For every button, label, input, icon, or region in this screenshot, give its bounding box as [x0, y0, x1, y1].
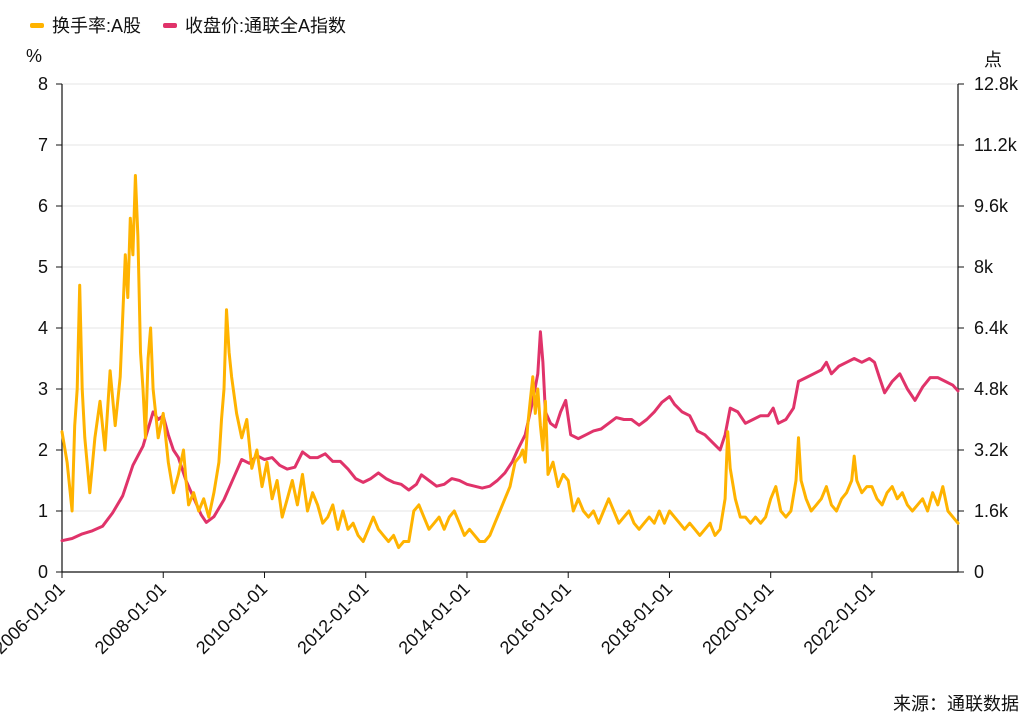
right-axis-tick-label: 3.2k	[974, 440, 1009, 460]
chart-legend: 换手率:A股 收盘价:通联全A指数	[30, 12, 346, 38]
x-axis-tick-label: 2006-01-01	[0, 579, 69, 658]
right-axis-tick-label: 4.8k	[974, 379, 1009, 399]
left-axis-tick-label: 7	[38, 135, 48, 155]
right-axis-tick-label: 12.8k	[974, 74, 1019, 94]
right-axis-tick-label: 11.2k	[974, 135, 1018, 155]
right-axis-tick-label: 0	[974, 562, 984, 582]
left-axis-tick-label: 0	[38, 562, 48, 582]
x-axis-tick-label: 2016-01-01	[496, 579, 575, 658]
right-axis-tick-label: 6.4k	[974, 318, 1009, 338]
left-axis-tick-label: 5	[38, 257, 48, 277]
left-axis-tick-label: 4	[38, 318, 48, 338]
axes	[56, 83, 964, 578]
x-axis-tick-label: 2020-01-01	[698, 579, 777, 658]
legend-swatch-turnover	[30, 22, 44, 28]
left-axis-tick-label: 2	[38, 440, 48, 460]
right-axis-tick-label: 9.6k	[974, 196, 1009, 216]
x-axis-tick-label: 2022-01-01	[800, 579, 879, 658]
series-lines	[60, 174, 960, 550]
legend-label-close-price: 收盘价:通联全A指数	[185, 16, 347, 36]
x-axis-tick-label: 2012-01-01	[293, 579, 372, 658]
series-line-turnover	[60, 174, 960, 550]
legend-item-close-price[interactable]: 收盘价:通联全A指数	[163, 12, 346, 38]
right-axis-tick-label: 8k	[974, 257, 994, 277]
x-axis-tick-label: 2014-01-01	[395, 579, 474, 658]
right-axis-tick-label: 1.6k	[974, 501, 1009, 521]
legend-label-turnover: 换手率:A股	[52, 16, 142, 36]
left-axis-unit: %	[26, 46, 43, 66]
left-axis-tick-label: 3	[38, 379, 48, 399]
x-axis-tick-label: 2008-01-01	[91, 579, 170, 658]
legend-swatch-close-price	[163, 22, 178, 28]
x-axis-tick-label: 2010-01-01	[192, 579, 271, 658]
left-axis-tick-label: 8	[38, 74, 48, 94]
series-line-close-price	[60, 330, 960, 543]
left-axis-tick-label: 1	[38, 501, 48, 521]
gridlines	[62, 83, 958, 512]
source-note: 来源：通联数据	[893, 694, 1019, 714]
x-axis-tick-label: 2018-01-01	[597, 579, 676, 658]
left-axis-tick-label: 6	[38, 196, 48, 216]
right-axis-unit: 点	[984, 50, 1002, 70]
legend-item-turnover[interactable]: 换手率:A股	[30, 12, 141, 38]
